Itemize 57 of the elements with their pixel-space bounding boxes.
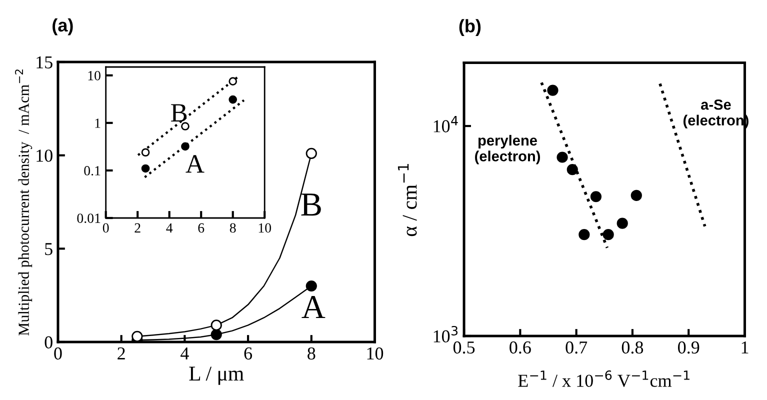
x-tick-label: 4: [180, 348, 189, 360]
x-tick-label: 8: [230, 223, 236, 233]
x-tick-label: 1: [742, 341, 748, 354]
point: [141, 164, 150, 173]
series-label: A: [186, 155, 204, 173]
x-tick-label: 0.8: [622, 341, 644, 354]
point: [578, 229, 590, 240]
point: [630, 190, 642, 202]
x-tick-label: 2: [118, 347, 125, 360]
point: [616, 218, 628, 229]
x-tick-label: 6: [198, 223, 204, 233]
point: [590, 191, 602, 202]
y-axis-title: Multiplied photocurrent density / mAcm$^{−2}$: [15, 70, 32, 336]
y-tick-label: 10: [88, 70, 100, 80]
x-tick-label: 4: [166, 223, 173, 232]
x-tick-label: 0.6: [510, 341, 531, 354]
chart-title: (a): [52, 18, 73, 36]
x-tick-label: 2: [134, 223, 140, 232]
y-tick-label: 0.01: [77, 214, 100, 224]
y-axis-title: α / cm$^{−1}$: [398, 164, 417, 236]
point: [306, 148, 317, 160]
y-tick-label: 1: [95, 118, 100, 128]
point: [306, 280, 317, 292]
point: [181, 142, 190, 151]
x-tick-label: 10: [367, 347, 384, 360]
x-tick-label: 6: [244, 347, 252, 360]
point: [547, 84, 558, 96]
x-tick-label: 10: [258, 223, 272, 233]
x-tick-label: 0: [54, 347, 62, 360]
x-tick-label: 8: [308, 347, 316, 360]
point: [228, 95, 238, 104]
x-axis-title: L / μm: [189, 366, 244, 385]
x-tick-label: 0.5: [453, 341, 475, 354]
series-label: perylene (electron): [475, 134, 540, 164]
y-tick-label: 15: [36, 56, 52, 68]
y-tick-label: 10$^{3}$: [434, 326, 458, 342]
x-tick-label: 0: [102, 223, 109, 233]
y-tick-label: 5: [45, 243, 52, 256]
point: [602, 229, 614, 240]
y-tick-label: 0.1: [84, 166, 100, 176]
point: [228, 77, 238, 86]
chart-title: (b): [459, 19, 481, 36]
point: [210, 320, 222, 331]
y-tick-label: 10: [36, 150, 52, 162]
y-tick-label: 10$^{4}$: [434, 116, 458, 132]
point: [132, 330, 143, 342]
point: [556, 152, 568, 163]
point: [181, 122, 190, 130]
x-tick-label: 0.7: [566, 341, 588, 354]
x-tick-label: 0.9: [678, 341, 700, 354]
point: [210, 328, 222, 340]
legend-label: B: [301, 194, 321, 216]
point: [566, 164, 578, 176]
series-label: B: [171, 104, 187, 122]
point: [141, 148, 150, 157]
series-label: A: [302, 296, 326, 318]
x-axis-title: E$^{−1}$ / x 10$^{−6}$ V$^{−1}$cm$^{−1}$: [518, 370, 690, 387]
